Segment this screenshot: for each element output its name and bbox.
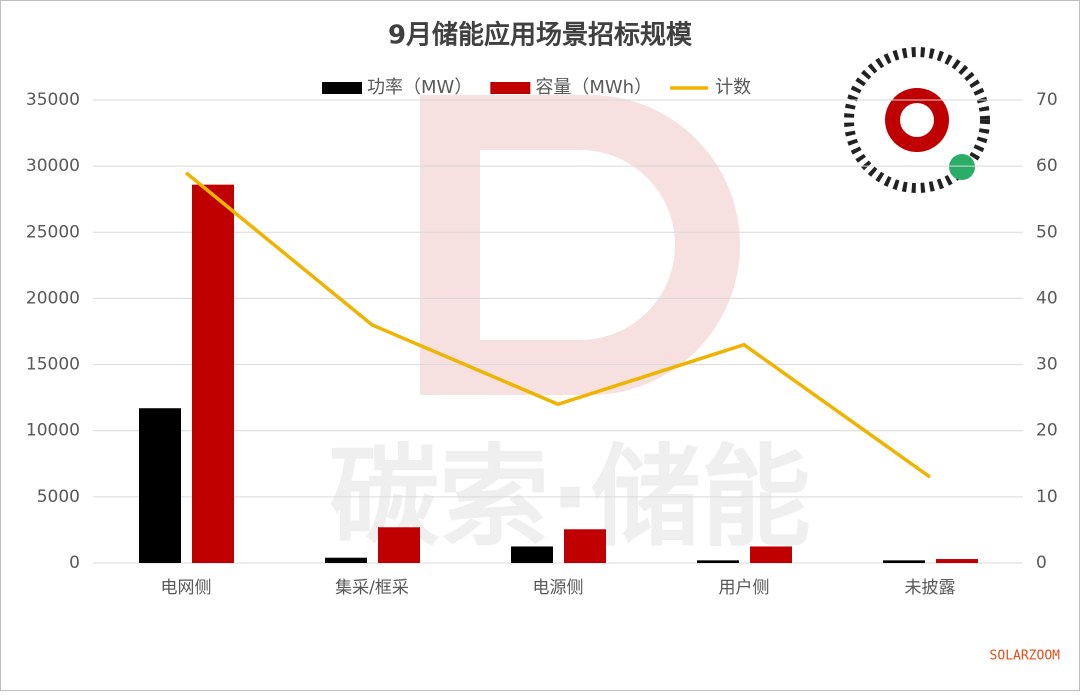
y2-tick-label: 0 <box>1036 553 1047 573</box>
bar <box>936 559 978 563</box>
x-tick-label: 电源侧 <box>533 578 584 598</box>
y-tick-label: 35000 <box>26 90 80 110</box>
y-tick-label: 25000 <box>26 222 80 242</box>
y2-tick-label: 50 <box>1036 222 1058 242</box>
bar <box>511 546 553 563</box>
y2-tick-label: 20 <box>1036 421 1058 441</box>
bar <box>378 527 420 563</box>
line <box>184 171 932 479</box>
x-tick-label: 用户侧 <box>719 578 770 598</box>
y-tick-label: 20000 <box>26 288 80 308</box>
x-tick-label: 未披露 <box>905 578 956 598</box>
y-tick-label: 15000 <box>26 355 80 375</box>
y-tick-label: 5000 <box>37 487 80 507</box>
x-tick-label: 电网侧 <box>161 578 212 598</box>
chart-title: 9月储能应用场景招标规模 <box>388 20 693 51</box>
y-tick-label: 10000 <box>26 421 80 441</box>
legend-label: 计数 <box>715 77 751 98</box>
bar <box>192 184 234 564</box>
legend-swatch <box>322 82 362 94</box>
bar <box>564 529 606 563</box>
y-tick-label: 0 <box>69 553 80 573</box>
y2-tick-label: 60 <box>1036 156 1058 176</box>
legend-swatch <box>490 82 531 94</box>
legend-label: 容量（MWh） <box>535 77 652 98</box>
bar <box>883 560 925 563</box>
bar <box>750 546 792 563</box>
y2-tick-label: 40 <box>1036 288 1058 308</box>
y2-tick-label: 70 <box>1036 90 1058 110</box>
bar <box>325 557 367 563</box>
qr-code <box>844 47 990 193</box>
legend-label: 功率（MW） <box>367 77 472 98</box>
y2-tick-label: 30 <box>1036 355 1058 375</box>
bar <box>139 408 181 563</box>
y-tick-label: 30000 <box>26 156 80 176</box>
credit: SOLARZOOM <box>990 649 1061 664</box>
watermark-logo <box>420 95 740 395</box>
y2-tick-label: 10 <box>1036 487 1058 507</box>
x-tick-label: 集采/框采 <box>335 578 409 598</box>
bar <box>697 560 739 563</box>
